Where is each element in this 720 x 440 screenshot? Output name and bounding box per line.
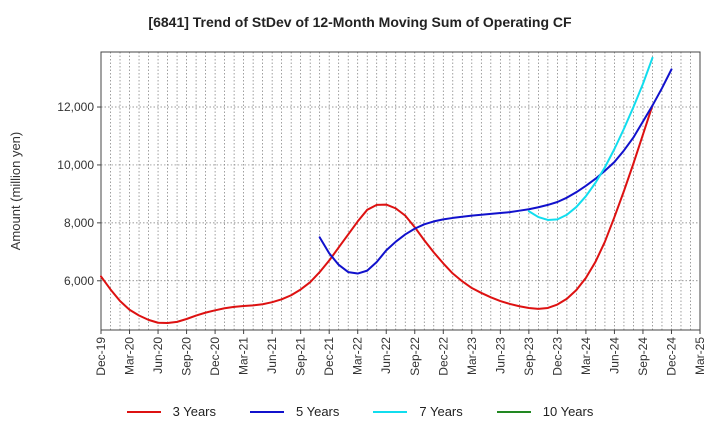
- y-tick-label: 10,000: [57, 158, 94, 172]
- x-tick-label: Dec-20: [208, 337, 222, 376]
- x-tick-label: Jun-21: [265, 337, 279, 374]
- x-tick-label: Sep-24: [636, 337, 650, 376]
- x-tick-label: Mar-25: [693, 337, 707, 375]
- legend-label-5-years: 5 Years: [296, 404, 340, 419]
- x-tick-label: Mar-23: [465, 337, 479, 375]
- x-tick-label: Dec-21: [322, 337, 336, 376]
- x-tick-label: Mar-20: [123, 337, 137, 375]
- legend-item-5-years: 5 Years: [250, 404, 339, 419]
- legend-label-7-years: 7 Years: [419, 404, 463, 419]
- x-tick-label: Dec-23: [550, 337, 564, 376]
- legend-item-3-years: 3 Years: [126, 404, 216, 419]
- x-tick-label: Dec-19: [94, 337, 108, 376]
- x-tick-label: Dec-22: [436, 337, 450, 376]
- x-tick-label: Jun-20: [151, 337, 165, 374]
- legend-swatch-3-years: [126, 410, 161, 413]
- series-line-7-years: [527, 56, 654, 221]
- x-tick-label: Jun-22: [379, 337, 393, 374]
- chart-title: [6841] Trend of StDev of 12-Month Moving…: [148, 14, 572, 30]
- legend-label-3-years: 3 Years: [172, 404, 216, 419]
- y-tick-label: 12,000: [57, 100, 94, 114]
- y-axis-label: Amount (million yen): [8, 132, 23, 251]
- x-tick-label: Mar-24: [579, 337, 593, 375]
- legend-swatch-5-years: [250, 410, 284, 413]
- x-tick-label: Mar-22: [351, 337, 365, 375]
- series-line-5-years: [318, 68, 673, 275]
- x-tick-label: Dec-24: [664, 337, 678, 376]
- x-tick-label: Sep-23: [522, 337, 536, 376]
- x-tick-label: Sep-20: [180, 337, 194, 376]
- y-tick-label: 8,000: [64, 216, 94, 230]
- chart-legend: 3 Years 5 Years 7 Years 10 Years: [0, 404, 720, 419]
- legend-item-7-years: 7 Years: [373, 404, 463, 419]
- plot-area-frame: [100, 51, 701, 331]
- legend-label-10-years: 10 Years: [542, 404, 594, 419]
- x-tick-label: Mar-21: [237, 337, 251, 375]
- x-tick-label: Sep-22: [408, 337, 422, 376]
- x-tick-label: Sep-21: [294, 337, 308, 376]
- legend-swatch-7-years: [373, 410, 408, 413]
- x-tick-label: Jun-24: [607, 337, 621, 374]
- legend-item-10-years: 10 Years: [496, 404, 594, 419]
- x-tick-label: Jun-23: [493, 337, 507, 374]
- legend-swatch-10-years: [496, 410, 531, 413]
- y-tick-label: 6,000: [64, 274, 94, 288]
- series-line-3-years: [100, 104, 654, 325]
